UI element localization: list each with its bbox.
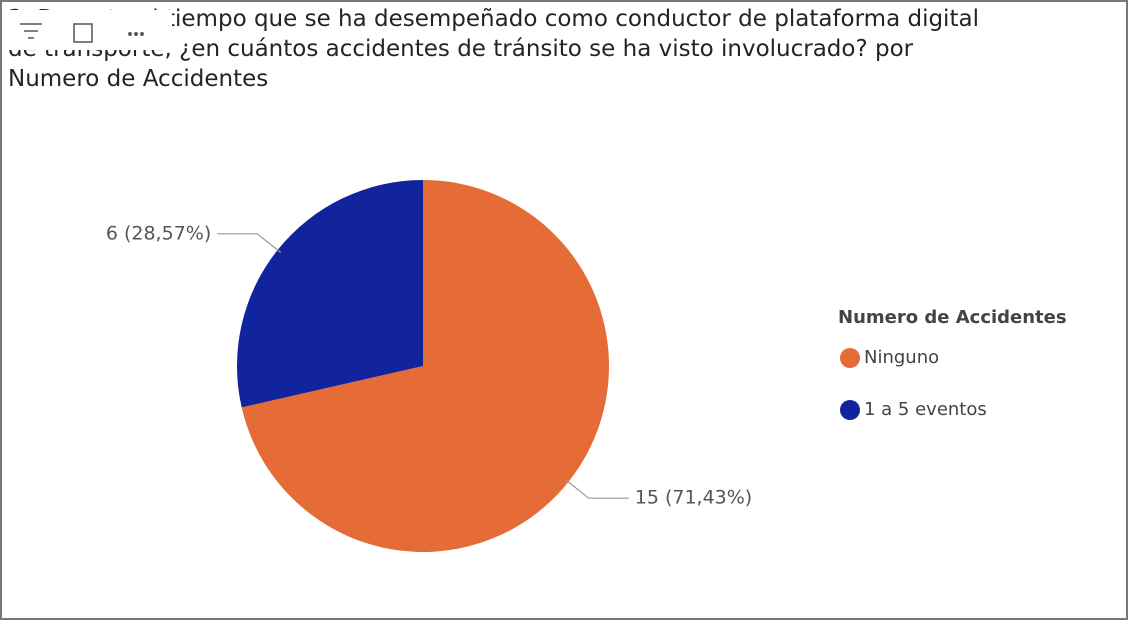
leader-line	[217, 233, 282, 253]
more-options-icon[interactable]	[128, 32, 132, 36]
legend-marker	[840, 400, 860, 420]
visual-header-icons	[2, 10, 172, 50]
pie-slice	[241, 180, 610, 552]
legend-label: Ninguno	[864, 347, 939, 368]
pie-slice	[236, 180, 423, 408]
more-options-icon[interactable]	[134, 32, 138, 36]
data-label: 6 (28,57%)	[106, 222, 211, 244]
legend-title: Numero de Accidentes	[838, 307, 1067, 328]
more-options-icon[interactable]	[140, 32, 144, 36]
focus-mode-icon[interactable]	[73, 23, 93, 43]
legend-marker	[840, 348, 860, 368]
legend-label: 1 a 5 eventos	[864, 399, 987, 420]
leader-line	[564, 479, 629, 499]
data-label: 15 (71,43%)	[635, 487, 753, 509]
